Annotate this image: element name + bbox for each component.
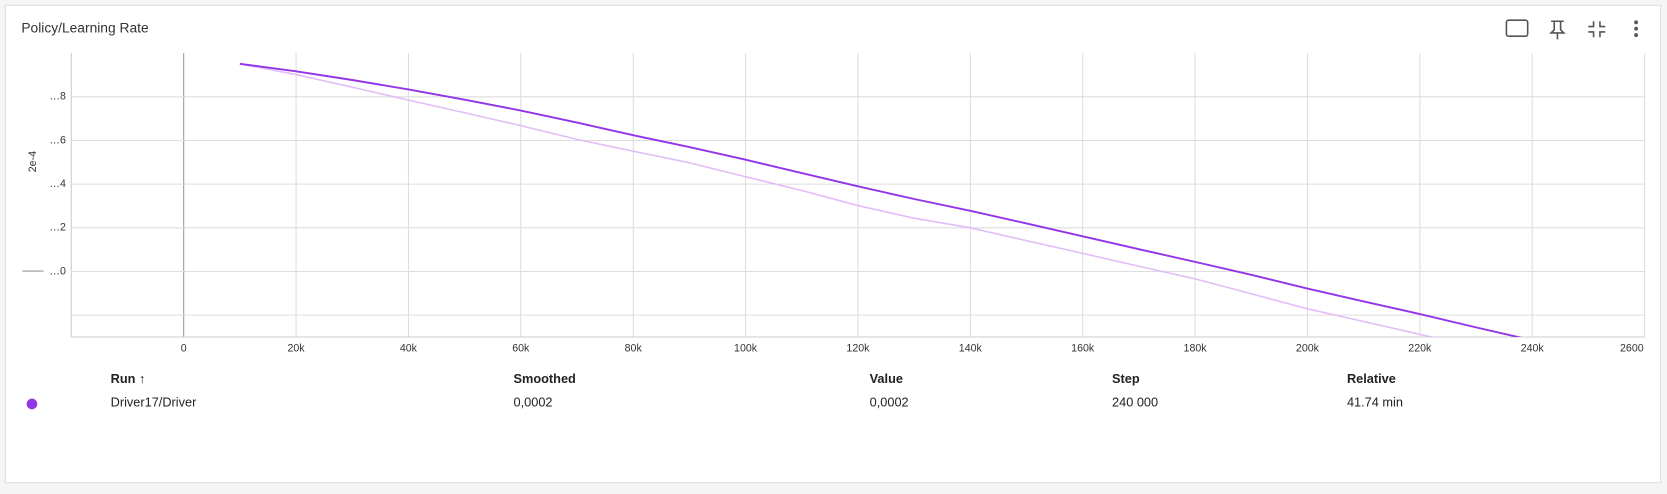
fullscreen-button[interactable] — [1505, 19, 1529, 37]
table-cell: 0,0002 — [514, 394, 553, 409]
x-tick-labels: 0 20k 40k 60k 80k 100k 120k 140k 160k 180k 200k 220… — [181, 342, 1644, 354]
table-cell: 41.74 min — [1347, 394, 1403, 409]
grid: …0 …2 …4 …6 …8 — [49, 53, 1646, 338]
table-header: Relative — [1347, 371, 1396, 386]
data-table: Run ↑ Smoothed Value Step Relative Driver17/D… — [111, 371, 1403, 409]
x-tick-label: 100k — [734, 342, 758, 354]
card-bg — [4, 4, 1662, 484]
y-tick-label: …4 — [49, 178, 66, 190]
x-tick-label: 2600 — [1620, 342, 1644, 354]
y-tick-label: …2 — [49, 222, 66, 234]
table-header: Step — [1112, 371, 1140, 386]
x-tick-label: 240k — [1521, 342, 1545, 354]
chart-title: Policy/Learning Rate — [21, 19, 149, 35]
y-tick-label: …8 — [49, 91, 66, 103]
x-tick-label: 180k — [1184, 342, 1208, 354]
smoothed-line — [239, 62, 1523, 337]
table-cell: 240 000 — [1112, 394, 1158, 409]
x-tick-label: 200k — [1296, 342, 1320, 354]
y-tick-label: …6 — [49, 134, 66, 146]
plot-lines — [239, 62, 1523, 337]
x-tick-label: 0 — [181, 342, 187, 354]
y-tick-label: …0 — [49, 265, 66, 277]
x-tick-label: 120k — [846, 342, 870, 354]
y-axis-label: 2e-4 — [27, 151, 39, 172]
menu-button[interactable] — [1634, 20, 1639, 37]
table-header: Run ↑ — [111, 371, 146, 386]
run-color-dot — [26, 398, 38, 410]
x-tick-label: 40k — [400, 342, 418, 354]
x-tick-label: 60k — [512, 342, 530, 354]
x-tick-label: 140k — [959, 342, 983, 354]
table-header: Smoothed — [514, 371, 576, 386]
toolbar — [1505, 19, 1639, 40]
x-tick-label: 160k — [1071, 342, 1095, 354]
raw-line — [239, 63, 1436, 337]
table-cell: 0,0002 — [870, 394, 909, 409]
table-cell: Driver17/Driver — [111, 394, 197, 409]
x-tick-label: 80k — [625, 342, 643, 354]
table-header: Value — [870, 371, 903, 386]
pin-button[interactable] — [1549, 20, 1566, 40]
x-tick-label: 20k — [287, 342, 305, 354]
collapse-button[interactable] — [1588, 21, 1606, 38]
x-tick-label: 220k — [1408, 342, 1432, 354]
